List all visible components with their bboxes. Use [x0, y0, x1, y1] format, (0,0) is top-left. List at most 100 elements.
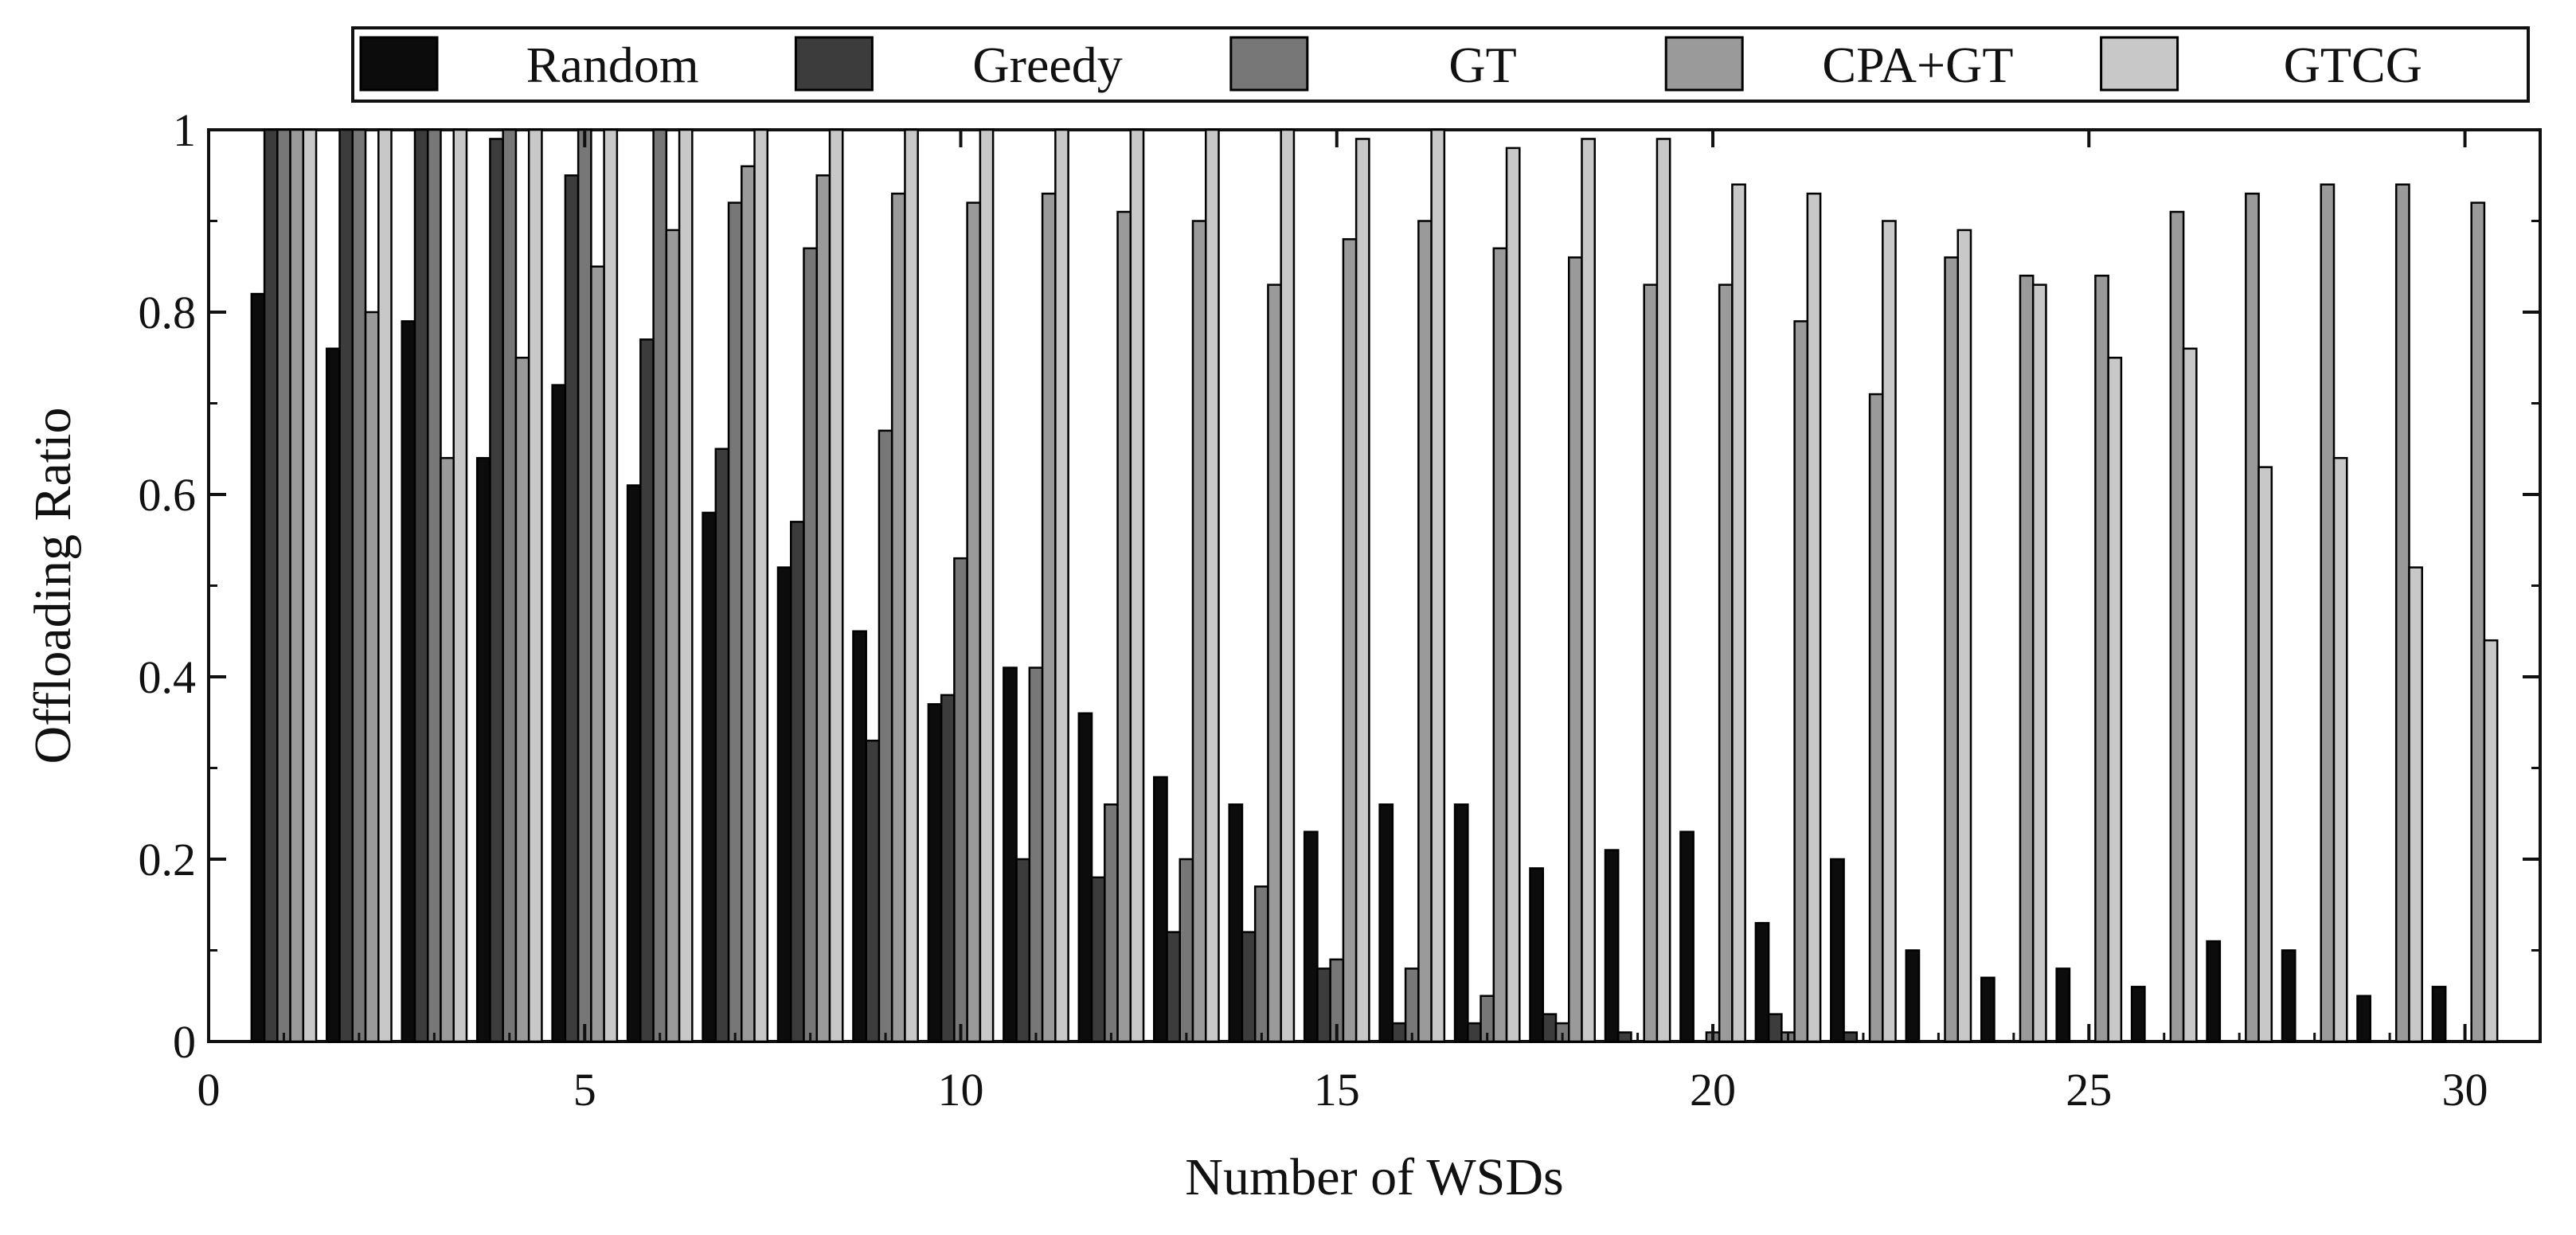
x-tick-label: 10 [938, 1064, 984, 1116]
bar-random-25 [2055, 967, 2071, 1043]
bar-gtcg-10 [979, 128, 995, 1043]
bar-gt-3 [426, 128, 442, 1043]
bar-cpa-gt-27 [2245, 192, 2260, 1043]
ticks-group: 0 5 10 15 20 25 30 0 0.2 0.4 0.6 0.8 1 [139, 104, 2540, 1116]
bar-random-24 [1980, 976, 1996, 1043]
bar-greedy-9 [865, 739, 881, 1043]
bar-cpa-gt-9 [890, 192, 906, 1043]
bar-cpa-gt-30 [2470, 201, 2486, 1043]
bar-gtcg-21 [1806, 192, 1822, 1043]
bar-cpa-gt-23 [1944, 256, 1960, 1043]
bar-gt-9 [878, 429, 893, 1043]
bar-gtcg-30 [2483, 639, 2499, 1043]
bar-gt-16 [1404, 967, 1420, 1043]
bar-gtcg-29 [2408, 566, 2423, 1043]
bar-random-10 [927, 703, 943, 1043]
bar-greedy-12 [1090, 876, 1106, 1043]
x-tick-label: 20 [1690, 1064, 1736, 1116]
bar-greedy-19 [1616, 1031, 1632, 1043]
bar-cpa-gt-26 [2169, 210, 2185, 1043]
bar-greedy-21 [1767, 1013, 1783, 1043]
bar-gtcg-7 [753, 128, 769, 1043]
bar-greedy-18 [1542, 1013, 1558, 1043]
bar-random-16 [1378, 803, 1394, 1043]
bar-gtcg-15 [1354, 138, 1370, 1043]
bar-gtcg-5 [603, 128, 619, 1043]
x-tick-label: 30 [2442, 1064, 2488, 1116]
bar-cpa-gt-7 [741, 165, 756, 1043]
bar-random-15 [1303, 830, 1319, 1043]
bar-cpa-gt-19 [1643, 283, 1659, 1043]
bar-gtcg-9 [904, 128, 919, 1043]
bar-gtcg-24 [2031, 283, 2047, 1043]
bar-gtcg-20 [1731, 183, 1746, 1043]
bar-cpa-gt-13 [1191, 220, 1207, 1043]
bar-gtcg-4 [527, 128, 543, 1043]
bar-gtcg-13 [1204, 128, 1220, 1043]
y-tick-label: 0 [173, 1016, 196, 1068]
bar-cpa-gt-2 [364, 311, 380, 1043]
bar-random-21 [1754, 921, 1770, 1043]
y-axis-label: Offloading Ratio [24, 408, 82, 764]
bar-cpa-gt-12 [1116, 210, 1132, 1043]
bar-random-13 [1153, 776, 1168, 1043]
bar-random-22 [1830, 858, 1845, 1043]
bar-greedy-16 [1391, 1022, 1407, 1043]
bar-gtcg-27 [2257, 466, 2273, 1043]
legend-swatch-gt [1229, 36, 1309, 92]
bar-cpa-gt-11 [1041, 192, 1057, 1043]
bar-cpa-gt-22 [1868, 393, 1884, 1043]
bar-cpa-gt-3 [440, 456, 455, 1043]
bar-random-29 [2356, 995, 2371, 1043]
bar-random-3 [401, 320, 416, 1043]
legend-swatch-gtcg [2100, 36, 2179, 92]
bar-greedy-15 [1316, 967, 1331, 1043]
bar-greedy-7 [714, 447, 730, 1043]
bar-gt-12 [1104, 803, 1119, 1043]
x-tick-label: 0 [197, 1064, 221, 1116]
legend-label-cpa-gt: CPA+GT [1822, 37, 2013, 93]
bar-random-4 [475, 456, 491, 1043]
bar-random-9 [852, 630, 867, 1043]
bar-random-26 [2130, 986, 2146, 1043]
bars-group [250, 128, 2499, 1043]
legend-label-random: Random [526, 37, 699, 93]
bar-random-6 [626, 484, 642, 1043]
bar-cpa-gt-15 [1342, 238, 1358, 1043]
bar-random-1 [250, 292, 266, 1043]
bar-greedy-2 [338, 128, 354, 1043]
bar-gtcg-14 [1280, 128, 1296, 1043]
bar-random-7 [702, 511, 717, 1043]
y-tick-label: 0.2 [139, 834, 197, 885]
bar-greedy-10 [940, 694, 956, 1043]
bar-gtcg-11 [1054, 128, 1069, 1043]
bar-cpa-gt-18 [1568, 256, 1583, 1043]
bar-greedy-17 [1467, 1022, 1482, 1043]
bar-greedy-1 [263, 128, 279, 1043]
bar-gt-14 [1253, 885, 1269, 1043]
legend-swatch-random [359, 36, 439, 92]
bar-cpa-gt-24 [2019, 274, 2035, 1043]
bar-gt-1 [276, 128, 291, 1043]
bar-gt-8 [803, 247, 818, 1043]
x-tick-label: 5 [573, 1064, 596, 1116]
bar-greedy-8 [789, 521, 805, 1043]
bar-cpa-gt-17 [1492, 247, 1508, 1043]
y-tick-label: 0.6 [139, 469, 197, 521]
bar-gt-13 [1179, 858, 1194, 1043]
bar-gtcg-16 [1430, 128, 1446, 1043]
bar-gtcg-3 [452, 128, 468, 1043]
bar-gt-11 [1028, 666, 1044, 1043]
bar-gt-10 [953, 557, 968, 1043]
bar-random-14 [1228, 803, 1244, 1043]
bar-cpa-gt-28 [2320, 183, 2336, 1043]
legend-swatch-greedy [794, 36, 874, 92]
bar-cpa-gt-25 [2094, 274, 2109, 1043]
bar-gt-5 [577, 128, 592, 1043]
legend-label-gtcg: GTCG [2284, 37, 2422, 93]
bar-gtcg-2 [377, 128, 393, 1043]
bar-cpa-gt-10 [966, 201, 982, 1043]
bar-gt-7 [727, 201, 743, 1043]
bar-greedy-13 [1166, 931, 1181, 1043]
bar-cpa-gt-20 [1718, 283, 1734, 1043]
